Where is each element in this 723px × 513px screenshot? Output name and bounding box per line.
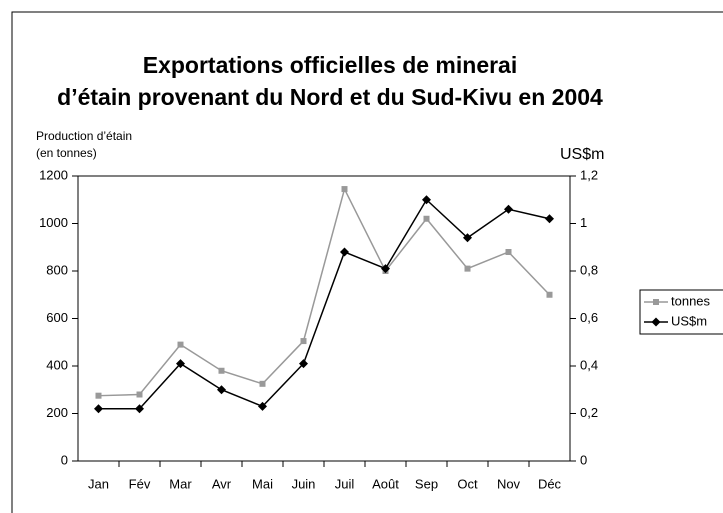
y2-tick-label: 0,6 [580, 310, 598, 325]
data-point [423, 215, 430, 222]
x-tick-label: Fév [129, 476, 151, 491]
x-tick-label: Nov [497, 476, 521, 491]
chart-title: d’étain provenant du Nord et du Sud-Kivu… [57, 84, 603, 110]
data-point [217, 385, 226, 395]
legend-box [639, 289, 723, 335]
legend-label: tonnes [671, 293, 711, 308]
x-tick-label: Jan [88, 476, 109, 491]
data-point [135, 404, 144, 414]
y-tick-label: 400 [46, 357, 68, 372]
data-point [504, 204, 513, 214]
x-tick-label: Sep [415, 476, 438, 491]
legend-marker [651, 317, 661, 327]
y-axis-label: (en tonnes) [36, 146, 97, 160]
data-point [341, 186, 348, 193]
data-point [259, 380, 266, 387]
x-tick-label: Août [372, 476, 399, 491]
y2-tick-label: 0 [580, 452, 587, 467]
data-point [177, 341, 184, 348]
y2-tick-label: 0,8 [580, 262, 598, 277]
data-point [136, 391, 143, 398]
x-tick-label: Mai [252, 476, 273, 491]
y2-axis-label: US$m [560, 146, 604, 163]
y-axis-label: Production d’étain [36, 129, 132, 143]
series-line [98, 186, 551, 397]
x-tick-label: Avr [212, 476, 232, 491]
y-tick-label: 200 [46, 405, 68, 420]
data-point [505, 249, 512, 255]
y-tick-label: 1000 [39, 215, 68, 230]
x-tick-label: Juin [292, 476, 316, 491]
data-point [300, 338, 307, 345]
x-tick-label: Mar [169, 476, 192, 491]
legend-marker [653, 299, 659, 305]
data-point [545, 214, 554, 224]
x-tick-label: Juil [335, 476, 355, 491]
plot-frame [77, 175, 571, 462]
data-point [546, 291, 553, 298]
data-point [258, 401, 267, 411]
x-tick-label: Oct [457, 476, 478, 491]
data-point [463, 233, 472, 243]
y2-tick-label: 1 [580, 215, 587, 230]
data-point [464, 265, 471, 272]
data-point [381, 264, 390, 274]
legend-label: US$m [671, 313, 707, 328]
y-tick-label: 600 [46, 310, 68, 325]
chart-frame [11, 11, 723, 513]
y2-tick-label: 1,2 [580, 167, 598, 182]
data-point [95, 392, 102, 399]
chart-title: Exportations officielles de minerai [143, 52, 518, 78]
y-tick-label: 0 [61, 452, 68, 467]
x-tick-label: Déc [538, 476, 562, 491]
y-tick-label: 1200 [39, 167, 68, 182]
data-point [176, 359, 185, 369]
data-point [299, 359, 308, 369]
y2-tick-label: 0,2 [580, 405, 598, 420]
data-point [218, 367, 225, 374]
data-point [94, 404, 103, 414]
y2-tick-label: 0,4 [580, 357, 598, 372]
series-line [98, 198, 550, 410]
y-tick-label: 800 [46, 262, 68, 277]
data-point [422, 195, 431, 205]
data-point [340, 247, 349, 257]
